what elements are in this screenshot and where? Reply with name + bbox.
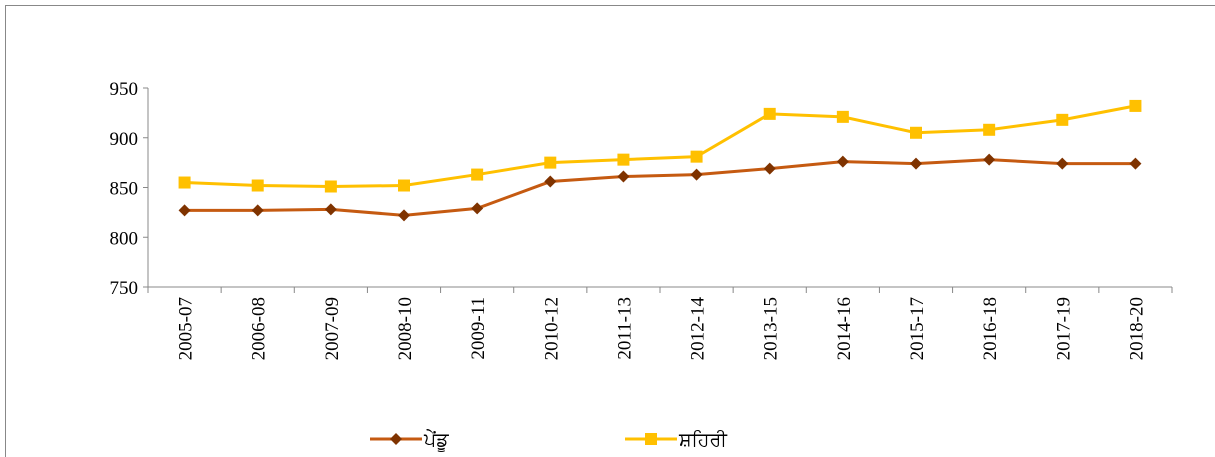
y-tick-label: 800 <box>110 228 139 249</box>
point <box>1129 157 1142 170</box>
point <box>763 107 776 120</box>
point <box>763 162 776 175</box>
y-tick-label: 900 <box>110 129 139 150</box>
point <box>836 110 849 123</box>
y-tick-label: 950 <box>110 79 139 100</box>
x-tick-label: 2013-15 <box>761 297 782 360</box>
point <box>1129 99 1142 112</box>
point <box>1056 113 1069 126</box>
point <box>1056 157 1069 170</box>
point <box>324 180 337 193</box>
series-line <box>184 158 1136 217</box>
point <box>398 179 410 192</box>
point <box>910 126 922 139</box>
point <box>983 153 996 166</box>
point <box>178 176 191 189</box>
point <box>617 170 630 183</box>
x-tick-label: 2011-13 <box>614 297 635 360</box>
x-tick-label: 2007-09 <box>322 297 343 360</box>
chart-frame <box>5 5 1215 457</box>
point <box>983 123 996 136</box>
point <box>690 150 703 163</box>
legend-label: ਪੇਂਡੂ <box>423 429 449 453</box>
point <box>471 168 484 181</box>
x-tick-label: 2017-19 <box>1053 297 1074 360</box>
x-tick-label: 2018-20 <box>1126 297 1147 360</box>
point <box>471 202 484 215</box>
legend-marker <box>390 433 402 445</box>
x-tick-label: 2005-07 <box>176 297 197 360</box>
series-line <box>184 104 1136 189</box>
point <box>617 153 630 166</box>
x-tick-label: 2015-17 <box>907 297 928 360</box>
x-tick-label: 2008-10 <box>395 297 416 360</box>
point <box>251 179 264 192</box>
x-tick-label: 2009-11 <box>468 297 489 360</box>
point <box>251 204 264 217</box>
point <box>178 204 191 217</box>
x-tick-label: 2014-16 <box>834 297 855 360</box>
point <box>836 155 849 168</box>
point <box>690 168 703 181</box>
point <box>544 156 557 169</box>
x-tick-label: 2006-08 <box>249 297 270 360</box>
point <box>544 175 557 188</box>
x-tick-label: 2016-18 <box>980 297 1001 360</box>
x-tick-label: 2012-14 <box>688 297 709 361</box>
y-tick-label: 850 <box>110 179 139 200</box>
y-tick-label: 750 <box>110 278 139 299</box>
point <box>398 209 410 222</box>
x-tick-label: 2010-12 <box>541 297 562 360</box>
legend-label: ਸ਼ਹਿਰੀ <box>678 429 728 451</box>
point <box>324 203 337 216</box>
point <box>910 157 922 170</box>
legend-marker <box>645 433 657 445</box>
